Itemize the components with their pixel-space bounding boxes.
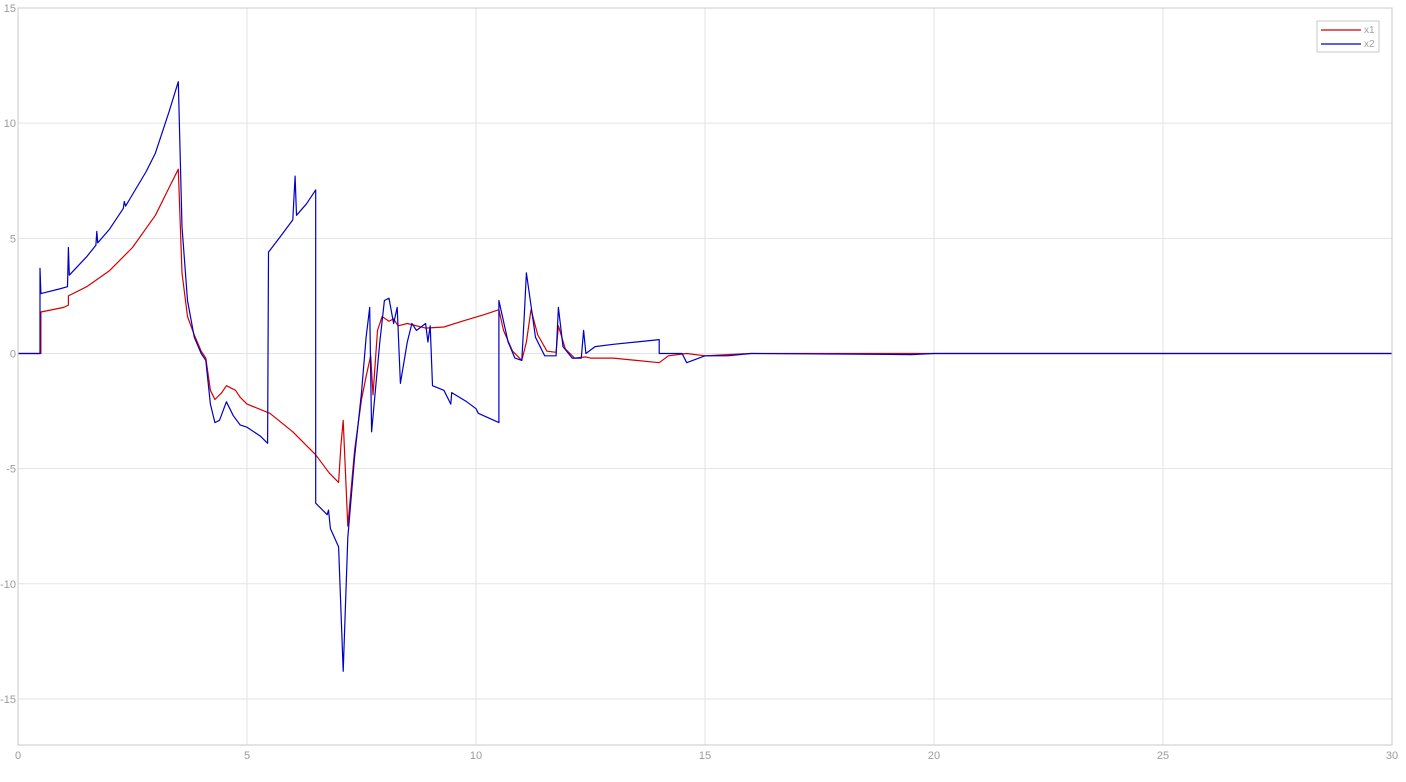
x-tick-label: 5 [244,750,250,762]
y-tick-label: 15 [4,3,16,15]
x-tick-label: 15 [699,750,711,762]
y-tick-label: -15 [0,694,16,706]
y-tick-label: -10 [0,579,16,591]
x-tick-label: 0 [15,750,21,762]
legend-label-x2: x2 [1364,39,1375,50]
y-tick-label: 5 [10,233,16,245]
legend: x1 x2 [1316,20,1380,53]
x-tick-label: 10 [470,750,482,762]
y-tick-label: 0 [10,348,16,360]
legend-label-x1: x1 [1364,25,1375,36]
x-tick-label: 30 [1386,750,1398,762]
legend-box [1316,20,1380,53]
y-tick-label: -5 [6,464,16,476]
x-tick-label: 20 [928,750,940,762]
series-line-x2 [18,81,1392,672]
series-layer [18,81,1392,672]
y-tick-label: 10 [4,118,16,130]
plot-frame [17,7,1393,746]
x-tick-label: 25 [1157,750,1169,762]
tick-labels: 0 5 10 15 20 25 30 -15 -10 -5 0 5 10 15 [0,3,1398,762]
